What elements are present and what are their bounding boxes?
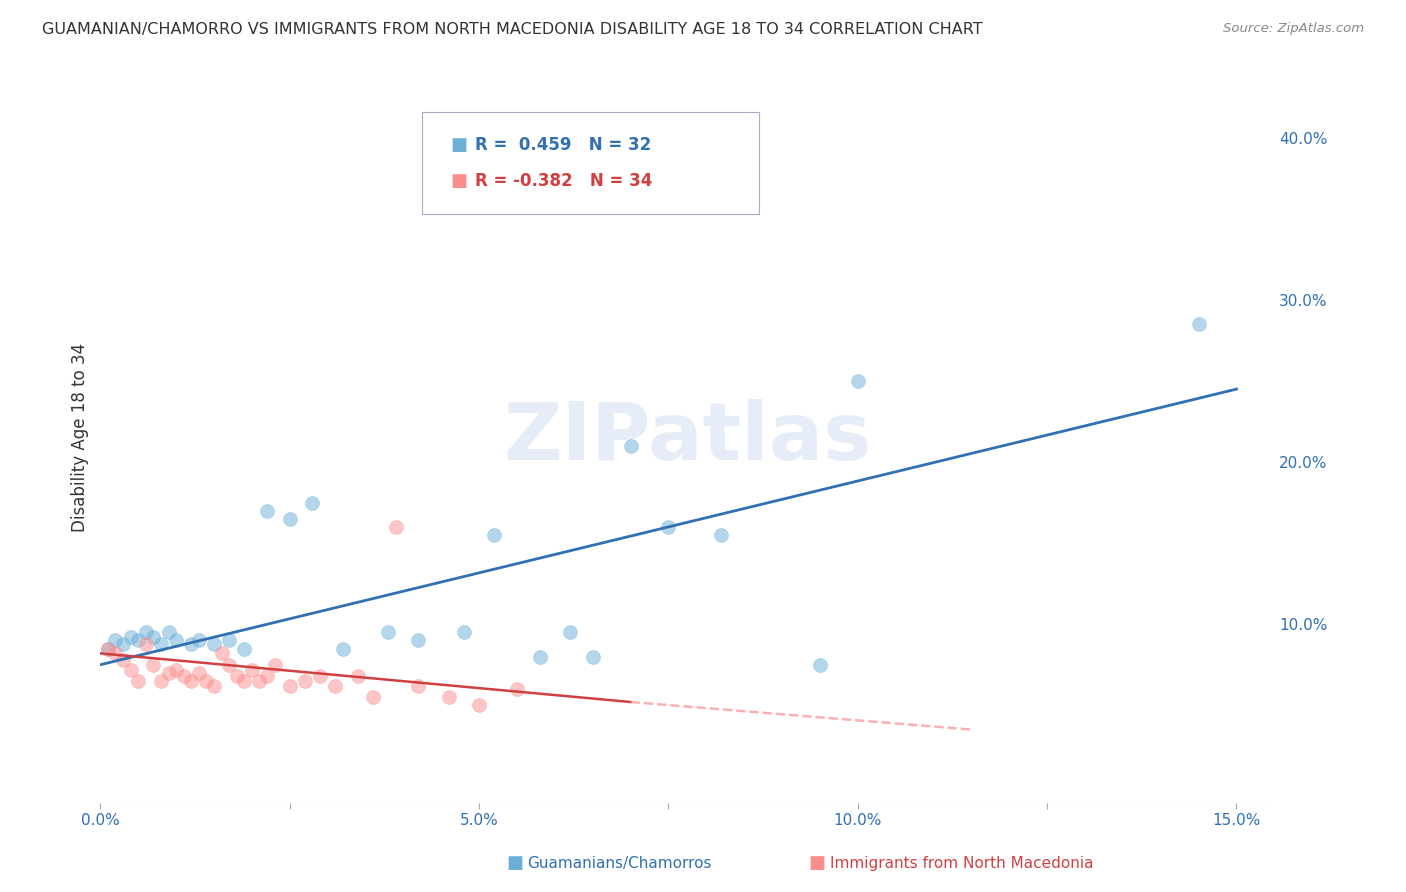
Text: Immigrants from North Macedonia: Immigrants from North Macedonia (830, 856, 1092, 871)
Point (127, 633, 149, 648)
Point (529, 649, 551, 664)
Point (294, 673, 316, 688)
Point (202, 637, 225, 651)
Point (408, 679, 430, 693)
Point (225, 669, 247, 683)
Point (256, 669, 278, 683)
Point (149, 673, 172, 688)
Text: GUAMANIAN/CHAMORRO VS IMMIGRANTS FROM NORTH MACEDONIA DISABILITY AGE 18 TO 34 CO: GUAMANIAN/CHAMORRO VS IMMIGRANTS FROM NO… (42, 22, 983, 37)
Point (301, 495, 323, 509)
Point (195, 673, 218, 688)
Point (263, 657, 285, 672)
Text: ■: ■ (450, 136, 467, 154)
Point (104, 646, 127, 660)
Point (278, 512, 301, 526)
Point (323, 679, 346, 693)
Point (347, 669, 370, 683)
Point (211, 646, 233, 660)
Point (808, 657, 831, 672)
Point (468, 698, 491, 713)
Point (657, 520, 679, 534)
Point (710, 528, 733, 542)
Point (187, 665, 209, 680)
Point (377, 625, 399, 640)
Point (408, 633, 430, 648)
Text: ZIPatlas: ZIPatlas (503, 399, 872, 476)
Point (157, 665, 180, 680)
Point (97, 641, 120, 656)
Point (309, 669, 332, 683)
Point (218, 657, 240, 672)
Point (187, 633, 209, 648)
Point (180, 673, 202, 688)
Point (165, 633, 187, 648)
Text: Guamanians/Chamorros: Guamanians/Chamorros (527, 856, 711, 871)
Text: ■: ■ (808, 855, 825, 872)
Point (582, 649, 605, 664)
Point (202, 679, 225, 693)
Point (165, 663, 187, 677)
Text: R = -0.382   N = 34: R = -0.382 N = 34 (475, 172, 652, 190)
Point (120, 663, 142, 677)
Text: ■: ■ (450, 172, 467, 190)
Point (233, 673, 256, 688)
Point (233, 641, 256, 656)
Point (135, 637, 157, 651)
Point (240, 663, 263, 677)
Point (104, 633, 127, 648)
Point (180, 637, 202, 651)
Point (506, 681, 529, 696)
Point (142, 657, 165, 672)
Point (112, 653, 135, 667)
Point (157, 625, 180, 640)
Point (173, 669, 195, 683)
Point (218, 633, 240, 648)
Point (1188, 318, 1211, 332)
Point (249, 673, 271, 688)
Point (437, 690, 460, 705)
Point (112, 637, 135, 651)
Point (97, 641, 120, 656)
Point (120, 630, 142, 644)
Point (149, 637, 172, 651)
Point (846, 374, 869, 388)
Point (558, 625, 581, 640)
Text: R =  0.459   N = 32: R = 0.459 N = 32 (475, 136, 651, 154)
Point (142, 630, 165, 644)
Point (619, 439, 641, 453)
Point (256, 504, 278, 518)
Point (278, 679, 301, 693)
Point (453, 625, 475, 640)
Text: ■: ■ (506, 855, 523, 872)
Point (127, 673, 149, 688)
Point (384, 520, 406, 534)
Point (135, 625, 157, 640)
Point (332, 641, 354, 656)
Point (484, 528, 506, 542)
Y-axis label: Disability Age 18 to 34: Disability Age 18 to 34 (72, 343, 89, 533)
Text: Source: ZipAtlas.com: Source: ZipAtlas.com (1223, 22, 1364, 36)
Point (361, 690, 384, 705)
